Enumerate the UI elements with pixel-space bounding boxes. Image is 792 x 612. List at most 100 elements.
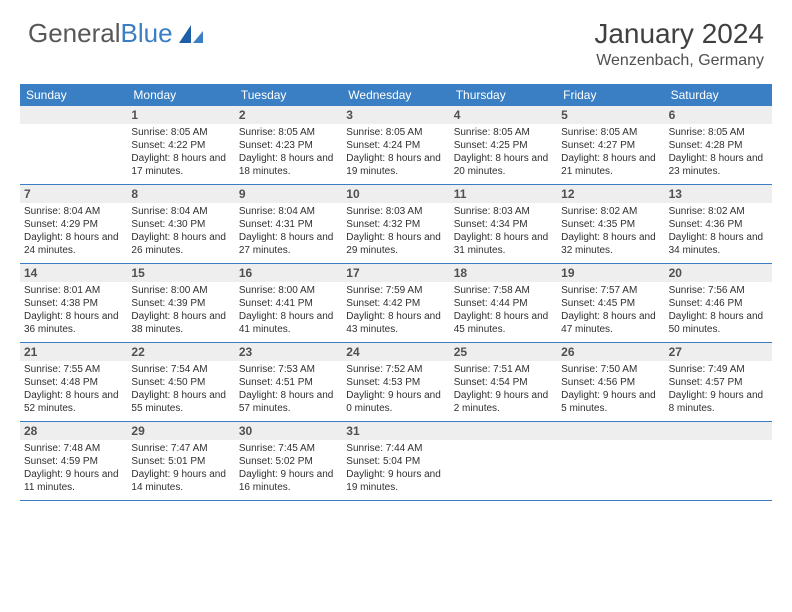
- day-cell: Sunrise: 7:44 AMSunset: 5:04 PMDaylight:…: [342, 440, 449, 500]
- day-cell: Sunrise: 7:49 AMSunset: 4:57 PMDaylight:…: [665, 361, 772, 421]
- week-block: 28293031Sunrise: 7:48 AMSunset: 4:59 PMD…: [20, 422, 772, 501]
- sunrise-text: Sunrise: 7:47 AM: [131, 442, 230, 455]
- weekday-header: Saturday: [665, 84, 772, 106]
- logo-sail-icon: [177, 23, 205, 45]
- sunrise-text: Sunrise: 8:03 AM: [454, 205, 553, 218]
- day-number: 6: [665, 106, 772, 124]
- daylight-text: Daylight: 8 hours and 24 minutes.: [24, 231, 123, 257]
- day-cell: Sunrise: 7:58 AMSunset: 4:44 PMDaylight:…: [450, 282, 557, 342]
- sunset-text: Sunset: 4:38 PM: [24, 297, 123, 310]
- sunrise-text: Sunrise: 8:05 AM: [131, 126, 230, 139]
- sunset-text: Sunset: 4:57 PM: [669, 376, 768, 389]
- day-cell: Sunrise: 7:50 AMSunset: 4:56 PMDaylight:…: [557, 361, 664, 421]
- day-cell: Sunrise: 7:48 AMSunset: 4:59 PMDaylight:…: [20, 440, 127, 500]
- day-number: 26: [557, 343, 664, 361]
- day-number: 4: [450, 106, 557, 124]
- day-body-row: Sunrise: 7:48 AMSunset: 4:59 PMDaylight:…: [20, 440, 772, 500]
- daylight-text: Daylight: 9 hours and 0 minutes.: [346, 389, 445, 415]
- day-number: [665, 422, 772, 440]
- sunrise-text: Sunrise: 8:02 AM: [669, 205, 768, 218]
- daylight-text: Daylight: 9 hours and 14 minutes.: [131, 468, 230, 494]
- logo-word1: General: [28, 18, 121, 49]
- day-number: 31: [342, 422, 449, 440]
- sunset-text: Sunset: 4:22 PM: [131, 139, 230, 152]
- day-cell: Sunrise: 7:47 AMSunset: 5:01 PMDaylight:…: [127, 440, 234, 500]
- day-number: 8: [127, 185, 234, 203]
- sunrise-text: Sunrise: 8:01 AM: [24, 284, 123, 297]
- weekday-header: Sunday: [20, 84, 127, 106]
- day-number: 24: [342, 343, 449, 361]
- sunset-text: Sunset: 4:25 PM: [454, 139, 553, 152]
- sunset-text: Sunset: 4:46 PM: [669, 297, 768, 310]
- day-cell: Sunrise: 8:05 AMSunset: 4:22 PMDaylight:…: [127, 124, 234, 184]
- day-number: 14: [20, 264, 127, 282]
- daylight-text: Daylight: 8 hours and 55 minutes.: [131, 389, 230, 415]
- sunrise-text: Sunrise: 7:45 AM: [239, 442, 338, 455]
- day-number: 11: [450, 185, 557, 203]
- daylight-text: Daylight: 8 hours and 27 minutes.: [239, 231, 338, 257]
- daylight-text: Daylight: 9 hours and 8 minutes.: [669, 389, 768, 415]
- day-cell: [557, 440, 664, 500]
- day-cell: Sunrise: 8:04 AMSunset: 4:30 PMDaylight:…: [127, 203, 234, 263]
- daylight-text: Daylight: 8 hours and 45 minutes.: [454, 310, 553, 336]
- title-block: January 2024 Wenzenbach, Germany: [594, 18, 764, 70]
- week-block: 21222324252627Sunrise: 7:55 AMSunset: 4:…: [20, 343, 772, 422]
- day-number-row: 28293031: [20, 422, 772, 440]
- daylight-text: Daylight: 9 hours and 2 minutes.: [454, 389, 553, 415]
- sunrise-text: Sunrise: 7:57 AM: [561, 284, 660, 297]
- sunset-text: Sunset: 4:41 PM: [239, 297, 338, 310]
- day-number: 20: [665, 264, 772, 282]
- day-cell: Sunrise: 8:05 AMSunset: 4:27 PMDaylight:…: [557, 124, 664, 184]
- day-cell: Sunrise: 7:57 AMSunset: 4:45 PMDaylight:…: [557, 282, 664, 342]
- daylight-text: Daylight: 8 hours and 32 minutes.: [561, 231, 660, 257]
- day-cell: Sunrise: 8:05 AMSunset: 4:23 PMDaylight:…: [235, 124, 342, 184]
- day-number: 15: [127, 264, 234, 282]
- logo-word2: Blue: [121, 18, 173, 49]
- day-cell: Sunrise: 7:54 AMSunset: 4:50 PMDaylight:…: [127, 361, 234, 421]
- day-number: 29: [127, 422, 234, 440]
- day-body-row: Sunrise: 7:55 AMSunset: 4:48 PMDaylight:…: [20, 361, 772, 421]
- sunset-text: Sunset: 4:36 PM: [669, 218, 768, 231]
- day-cell: Sunrise: 8:03 AMSunset: 4:34 PMDaylight:…: [450, 203, 557, 263]
- daylight-text: Daylight: 8 hours and 21 minutes.: [561, 152, 660, 178]
- week-block: 78910111213Sunrise: 8:04 AMSunset: 4:29 …: [20, 185, 772, 264]
- day-body-row: Sunrise: 8:04 AMSunset: 4:29 PMDaylight:…: [20, 203, 772, 263]
- day-cell: [450, 440, 557, 500]
- sunset-text: Sunset: 4:35 PM: [561, 218, 660, 231]
- sunset-text: Sunset: 4:34 PM: [454, 218, 553, 231]
- sunset-text: Sunset: 5:01 PM: [131, 455, 230, 468]
- sunset-text: Sunset: 4:39 PM: [131, 297, 230, 310]
- day-number: 1: [127, 106, 234, 124]
- day-cell: [665, 440, 772, 500]
- day-number: [450, 422, 557, 440]
- day-cell: Sunrise: 7:59 AMSunset: 4:42 PMDaylight:…: [342, 282, 449, 342]
- daylight-text: Daylight: 9 hours and 11 minutes.: [24, 468, 123, 494]
- daylight-text: Daylight: 8 hours and 20 minutes.: [454, 152, 553, 178]
- sunrise-text: Sunrise: 7:49 AM: [669, 363, 768, 376]
- day-number: 22: [127, 343, 234, 361]
- day-number: 27: [665, 343, 772, 361]
- day-cell: Sunrise: 8:05 AMSunset: 4:28 PMDaylight:…: [665, 124, 772, 184]
- daylight-text: Daylight: 8 hours and 17 minutes.: [131, 152, 230, 178]
- daylight-text: Daylight: 8 hours and 50 minutes.: [669, 310, 768, 336]
- sunrise-text: Sunrise: 7:59 AM: [346, 284, 445, 297]
- logo: GeneralBlue: [28, 18, 205, 49]
- header: GeneralBlue January 2024 Wenzenbach, Ger…: [0, 0, 792, 76]
- daylight-text: Daylight: 9 hours and 5 minutes.: [561, 389, 660, 415]
- day-number-row: 14151617181920: [20, 264, 772, 282]
- day-cell: Sunrise: 8:03 AMSunset: 4:32 PMDaylight:…: [342, 203, 449, 263]
- day-cell: Sunrise: 8:00 AMSunset: 4:39 PMDaylight:…: [127, 282, 234, 342]
- daylight-text: Daylight: 8 hours and 36 minutes.: [24, 310, 123, 336]
- day-number: 28: [20, 422, 127, 440]
- day-number: 17: [342, 264, 449, 282]
- day-number: [557, 422, 664, 440]
- day-number: 7: [20, 185, 127, 203]
- sunrise-text: Sunrise: 7:55 AM: [24, 363, 123, 376]
- day-cell: Sunrise: 8:04 AMSunset: 4:29 PMDaylight:…: [20, 203, 127, 263]
- sunrise-text: Sunrise: 8:05 AM: [346, 126, 445, 139]
- day-number: 25: [450, 343, 557, 361]
- day-number-row: 123456: [20, 106, 772, 124]
- sunset-text: Sunset: 4:28 PM: [669, 139, 768, 152]
- daylight-text: Daylight: 8 hours and 41 minutes.: [239, 310, 338, 336]
- daylight-text: Daylight: 8 hours and 47 minutes.: [561, 310, 660, 336]
